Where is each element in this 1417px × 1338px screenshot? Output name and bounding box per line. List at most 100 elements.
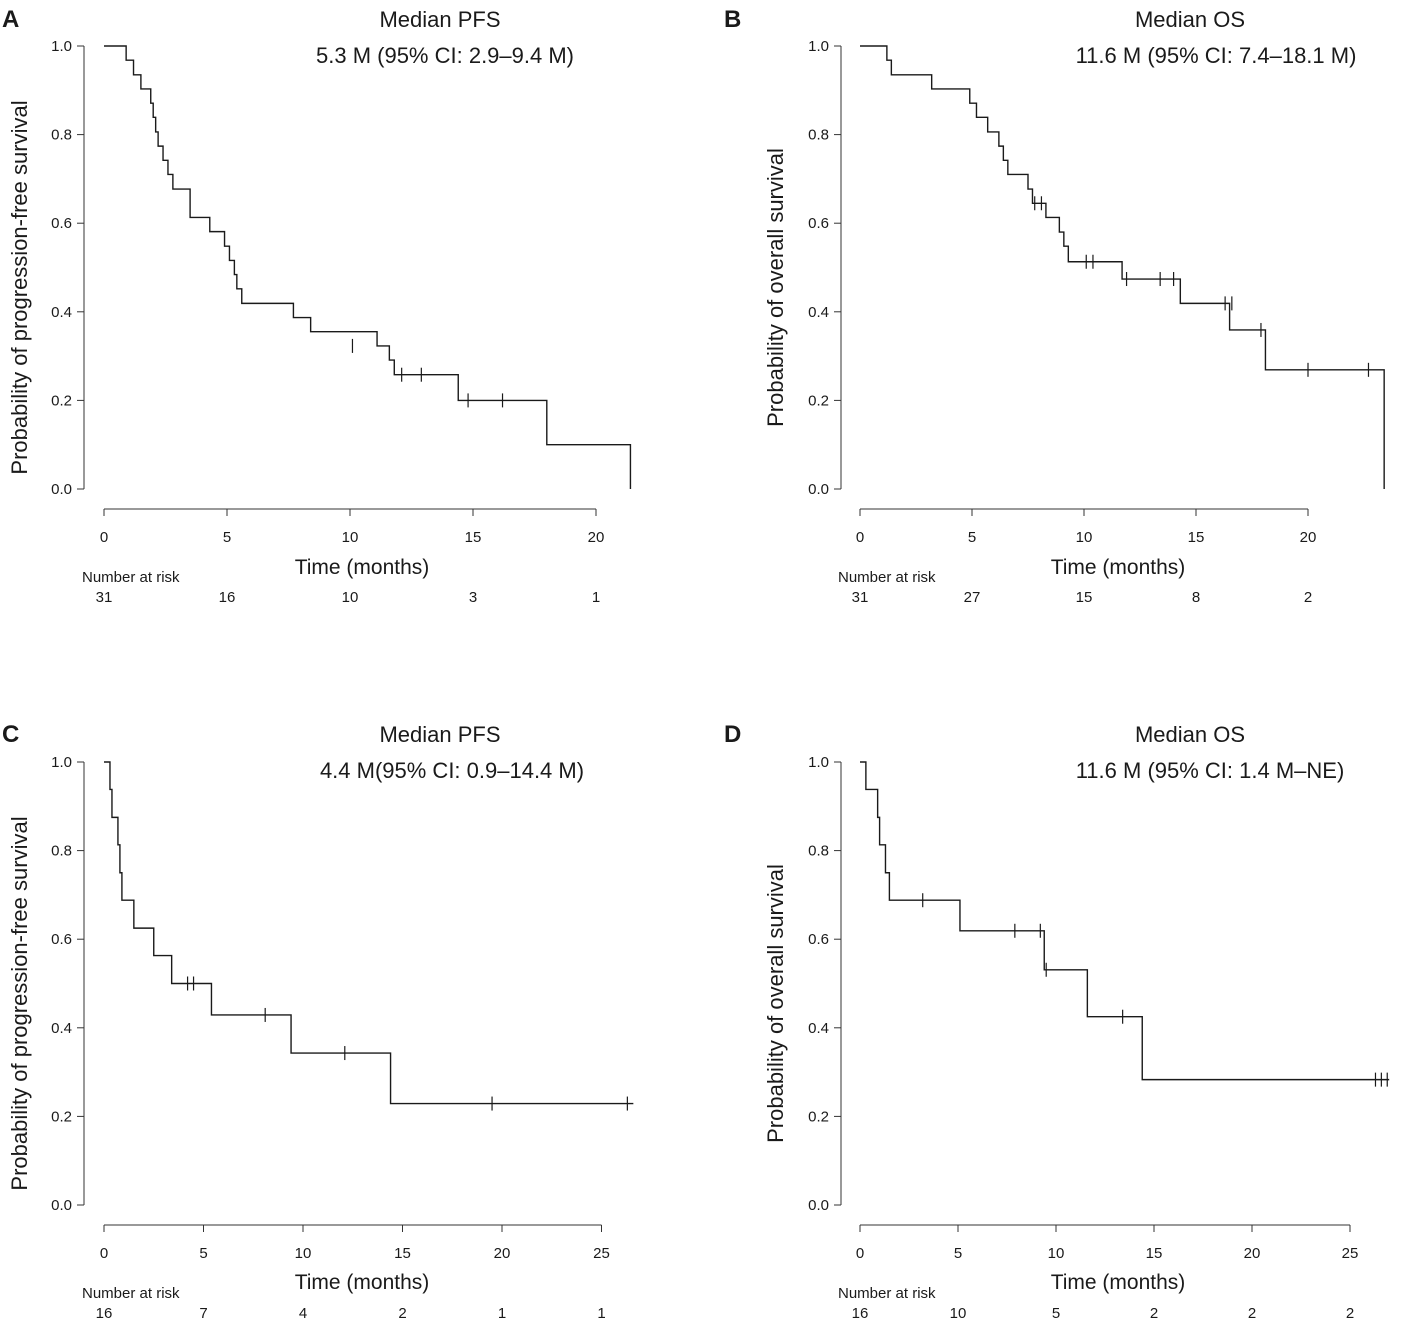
risk-count: 27	[964, 589, 981, 606]
y-tick-label: 0.0	[51, 1197, 72, 1214]
risk-count: 8	[1192, 589, 1200, 606]
risk-count: 2	[1304, 589, 1312, 606]
x-tick-label: 10	[1076, 529, 1093, 546]
risk-table-label: Number at risk	[838, 1285, 936, 1302]
risk-count: 31	[96, 589, 113, 606]
x-tick-label: 5	[954, 1245, 962, 1262]
risk-count: 2	[398, 1305, 406, 1322]
x-tick-label: 20	[1300, 529, 1317, 546]
x-tick-label: 0	[100, 529, 108, 546]
x-tick-label: 20	[588, 529, 605, 546]
risk-count: 16	[219, 589, 236, 606]
y-tick-label: 0.0	[51, 481, 72, 498]
x-axis-label: Time (months)	[1051, 1271, 1186, 1294]
risk-count: 16	[96, 1305, 113, 1322]
km-survival-curve	[860, 45, 1385, 489]
y-axis-label: Probability of overall survival	[763, 148, 788, 427]
chart-title: Median OS	[1135, 722, 1245, 747]
risk-count: 7	[199, 1305, 207, 1322]
y-tick-label: 0.6	[51, 215, 72, 232]
risk-count: 5	[1052, 1305, 1060, 1322]
y-tick-label: 1.0	[51, 38, 72, 55]
chart-title: Median OS	[1135, 7, 1245, 32]
chart-subtitle: 11.6 M (95% CI: 1.4 M–NE)	[1076, 758, 1345, 783]
x-tick-label: 15	[465, 529, 482, 546]
chart-title: Median PFS	[379, 722, 500, 747]
y-tick-label: 0.2	[51, 392, 72, 409]
y-tick-label: 0.8	[808, 843, 829, 860]
risk-count: 15	[1076, 589, 1093, 606]
y-tick-label: 0.4	[808, 304, 829, 321]
x-tick-label: 15	[1188, 529, 1205, 546]
panel-letter: B	[724, 6, 741, 33]
risk-count: 1	[597, 1305, 605, 1322]
chart-subtitle: 11.6 M (95% CI: 7.4–18.1 M)	[1076, 43, 1357, 68]
risk-count: 3	[469, 589, 477, 606]
y-tick-label: 0.8	[51, 127, 72, 144]
risk-count: 1	[592, 589, 600, 606]
km-panel-c: C Median PFS 4.4 M(95% CI: 0.9–14.4 M) 0.0 0…	[2, 721, 634, 1322]
y-tick-label: 0.6	[808, 931, 829, 948]
km-survival-curve	[104, 761, 634, 1105]
risk-count: 4	[299, 1305, 307, 1322]
y-tick-label: 0.2	[808, 1108, 829, 1125]
x-tick-label: 5	[199, 1245, 207, 1262]
x-tick-label: 0	[856, 1245, 864, 1262]
x-tick-label: 25	[1342, 1245, 1359, 1262]
risk-count: 31	[852, 589, 869, 606]
y-tick-label: 0.6	[51, 931, 72, 948]
y-tick-label: 0.4	[808, 1020, 829, 1037]
x-tick-label: 0	[856, 529, 864, 546]
risk-table-label: Number at risk	[838, 569, 936, 586]
x-tick-label: 10	[342, 529, 359, 546]
x-tick-label: 20	[1244, 1245, 1261, 1262]
risk-count: 16	[852, 1305, 869, 1322]
y-tick-label: 0.4	[51, 304, 72, 321]
risk-count: 2	[1150, 1305, 1158, 1322]
panel-letter: A	[2, 6, 19, 33]
km-survival-curve	[860, 761, 1390, 1081]
y-tick-label: 0.6	[808, 215, 829, 232]
km-panel-d: D Median OS 11.6 M (95% CI: 1.4 M–NE) 0.0 0.…	[724, 721, 1390, 1322]
x-axis-label: Time (months)	[295, 556, 430, 579]
risk-count: 2	[1248, 1305, 1256, 1322]
x-tick-label: 15	[1146, 1245, 1163, 1262]
chart-title: Median PFS	[379, 7, 500, 32]
panel-letter: C	[2, 721, 19, 748]
x-tick-label: 15	[394, 1245, 411, 1262]
risk-table-label: Number at risk	[82, 569, 180, 586]
x-tick-label: 5	[223, 529, 231, 546]
y-tick-label: 1.0	[808, 754, 829, 771]
x-tick-label: 0	[100, 1245, 108, 1262]
risk-count: 10	[950, 1305, 967, 1322]
x-tick-label: 5	[968, 529, 976, 546]
y-tick-label: 1.0	[51, 754, 72, 771]
x-tick-label: 20	[494, 1245, 511, 1262]
y-tick-label: 0.8	[808, 127, 829, 144]
y-tick-label: 0.0	[808, 481, 829, 498]
chart-subtitle: 4.4 M(95% CI: 0.9–14.4 M)	[320, 758, 584, 783]
risk-table-label: Number at risk	[82, 1285, 180, 1302]
x-tick-label: 25	[593, 1245, 610, 1262]
risk-count: 2	[1346, 1305, 1354, 1322]
x-axis-label: Time (months)	[1051, 556, 1186, 579]
y-tick-label: 0.8	[51, 843, 72, 860]
y-axis-label: Probability of progression-free survival	[7, 816, 32, 1190]
km-panel-b: B Median OS 11.6 M (95% CI: 7.4–18.1 M) 0.0…	[724, 6, 1385, 606]
x-tick-label: 10	[1048, 1245, 1065, 1262]
y-tick-label: 0.2	[808, 392, 829, 409]
risk-count: 1	[498, 1305, 506, 1322]
x-axis-label: Time (months)	[295, 1271, 430, 1294]
chart-subtitle: 5.3 M (95% CI: 2.9–9.4 M)	[316, 43, 574, 68]
y-axis-label: Probability of overall survival	[763, 864, 788, 1143]
km-survival-curve	[104, 45, 632, 489]
km-panel-a: A Median PFS 5.3 M (95% CI: 2.9–9.4 M) 0.0 0…	[2, 6, 632, 606]
panel-letter: D	[724, 721, 741, 748]
y-tick-label: 1.0	[808, 38, 829, 55]
x-tick-label: 10	[295, 1245, 312, 1262]
y-tick-label: 0.4	[51, 1020, 72, 1037]
risk-count: 10	[342, 589, 359, 606]
y-tick-label: 0.2	[51, 1108, 72, 1125]
y-tick-label: 0.0	[808, 1197, 829, 1214]
